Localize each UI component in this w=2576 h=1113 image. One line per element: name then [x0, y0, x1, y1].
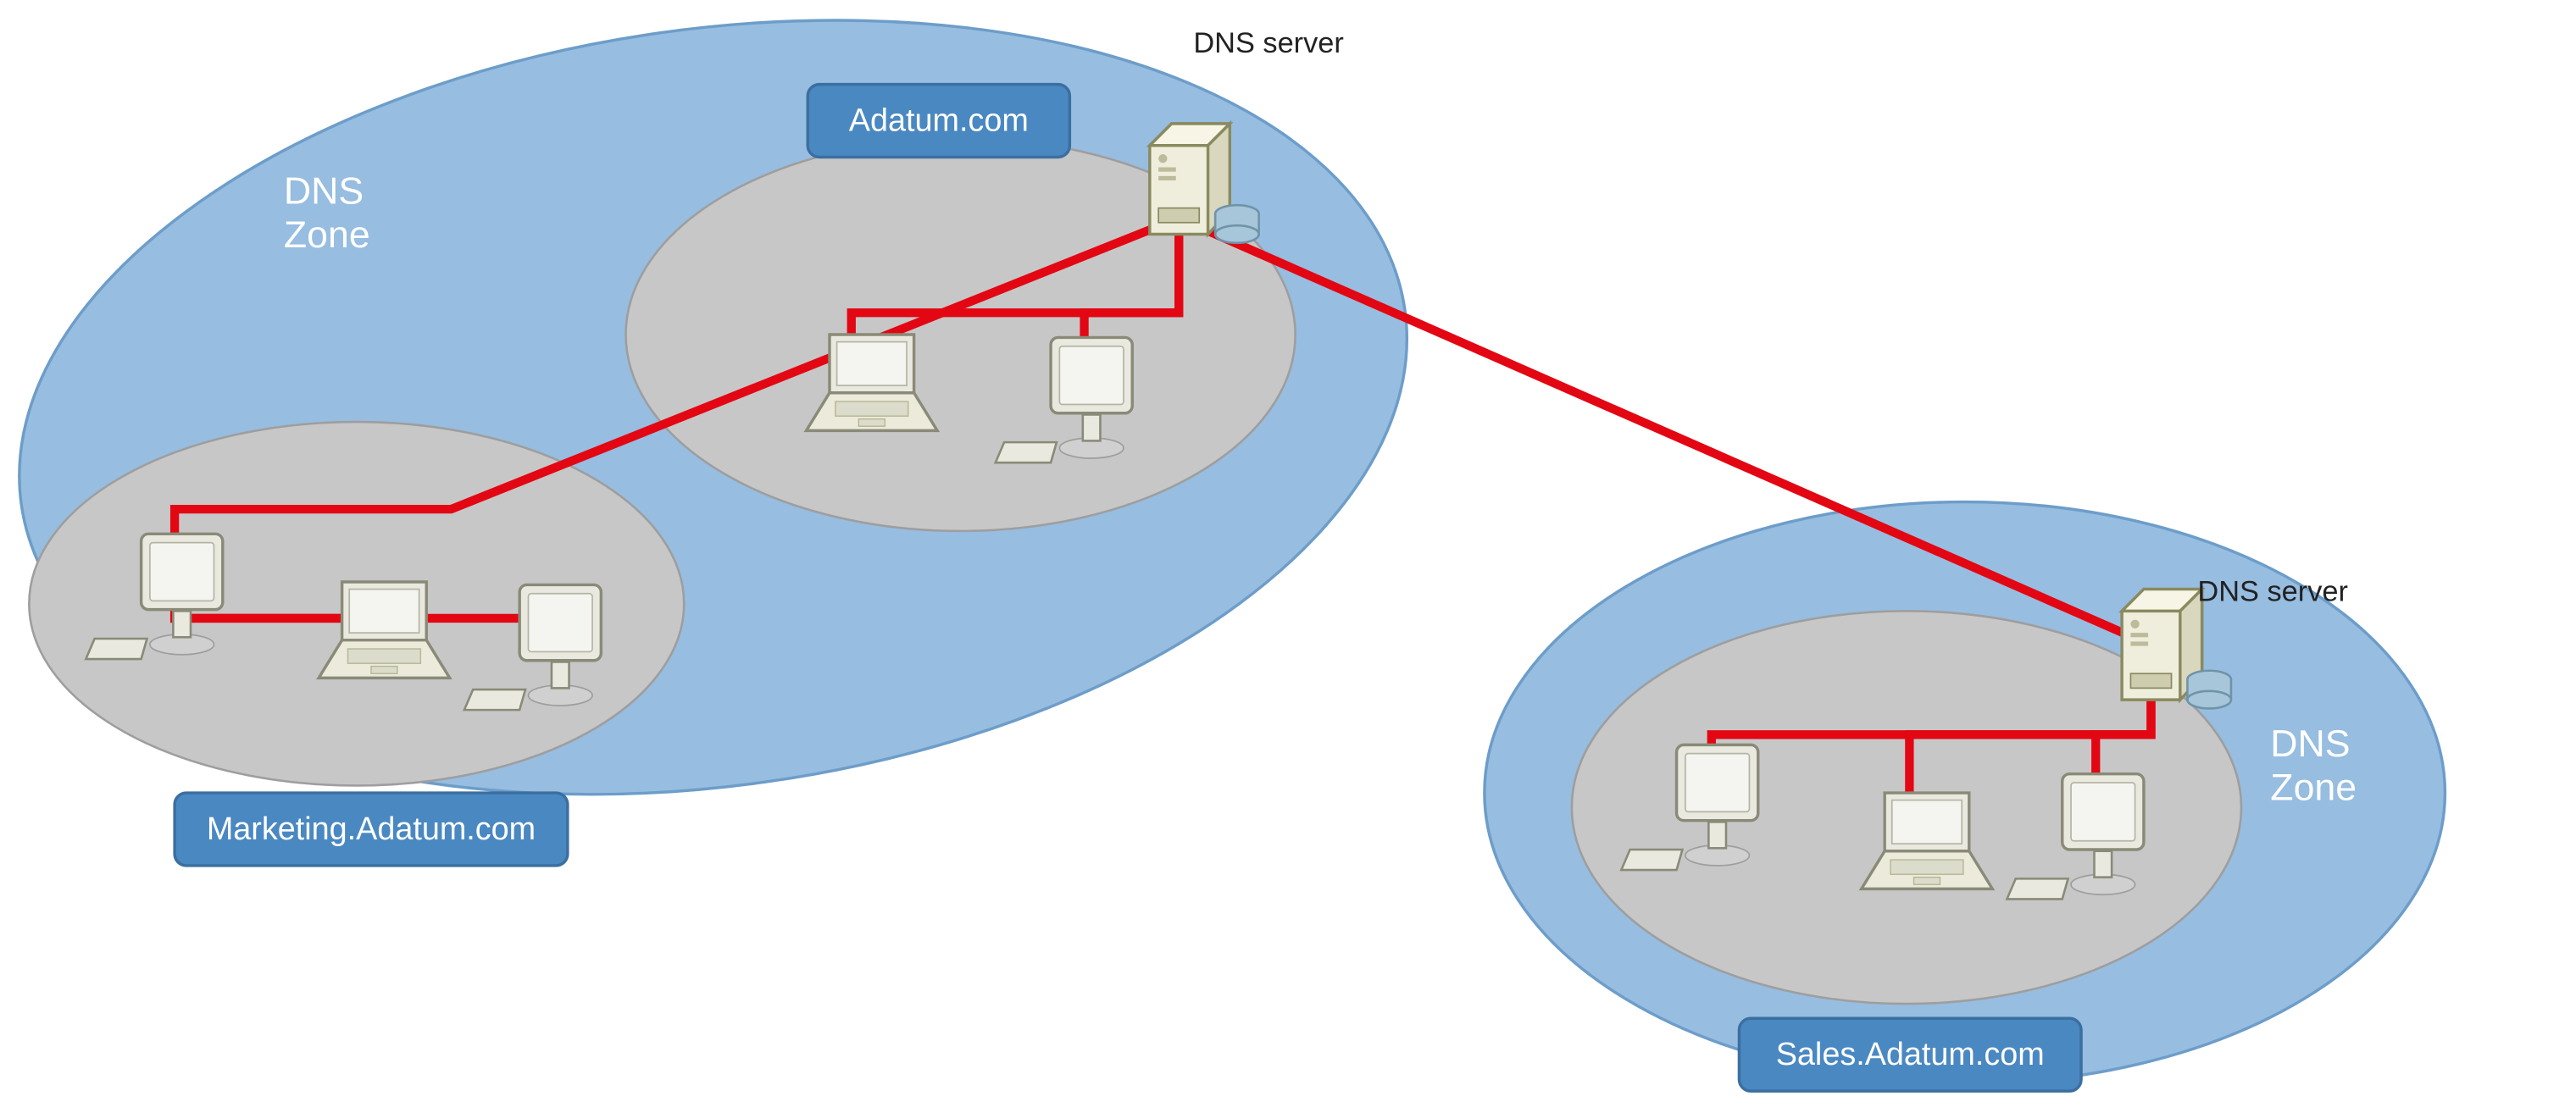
domain-tag-label: Sales.Adatum.com	[1776, 1037, 2045, 1072]
dns-zone-diagram: DNSZoneDNS serverAdatum.comMarketing.Ada…	[0, 0, 2576, 1113]
domain-tag-label: Adatum.com	[849, 103, 1029, 139]
dns-server-label: DNS server	[1193, 27, 1343, 59]
domain-tag-label: Marketing.Adatum.com	[207, 811, 536, 847]
dns-server-label: DNS server	[2197, 575, 2347, 607]
